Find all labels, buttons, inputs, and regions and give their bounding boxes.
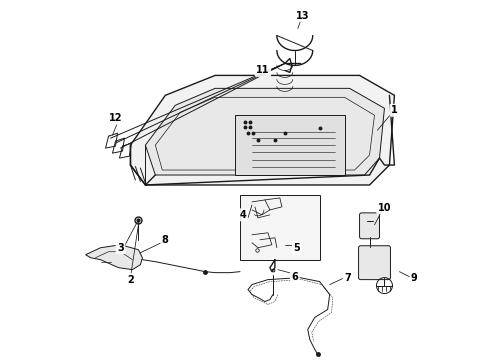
- FancyBboxPatch shape: [360, 213, 379, 239]
- Text: 3: 3: [117, 243, 124, 253]
- Text: 1: 1: [391, 105, 398, 115]
- Text: 10: 10: [378, 203, 391, 213]
- Text: 6: 6: [292, 272, 298, 282]
- Text: 9: 9: [411, 273, 417, 283]
- Text: 5: 5: [294, 243, 300, 253]
- Polygon shape: [130, 75, 394, 185]
- Bar: [235, 115, 344, 175]
- Text: 8: 8: [162, 235, 169, 245]
- Text: 13: 13: [296, 11, 310, 21]
- Text: 11: 11: [256, 66, 270, 76]
- Polygon shape: [146, 88, 385, 175]
- Text: 2: 2: [127, 275, 134, 285]
- Text: 7: 7: [344, 273, 351, 283]
- FancyBboxPatch shape: [359, 246, 391, 280]
- Polygon shape: [86, 245, 143, 270]
- Bar: [240, 195, 319, 260]
- Text: 4: 4: [240, 210, 246, 220]
- Text: 12: 12: [109, 113, 122, 123]
